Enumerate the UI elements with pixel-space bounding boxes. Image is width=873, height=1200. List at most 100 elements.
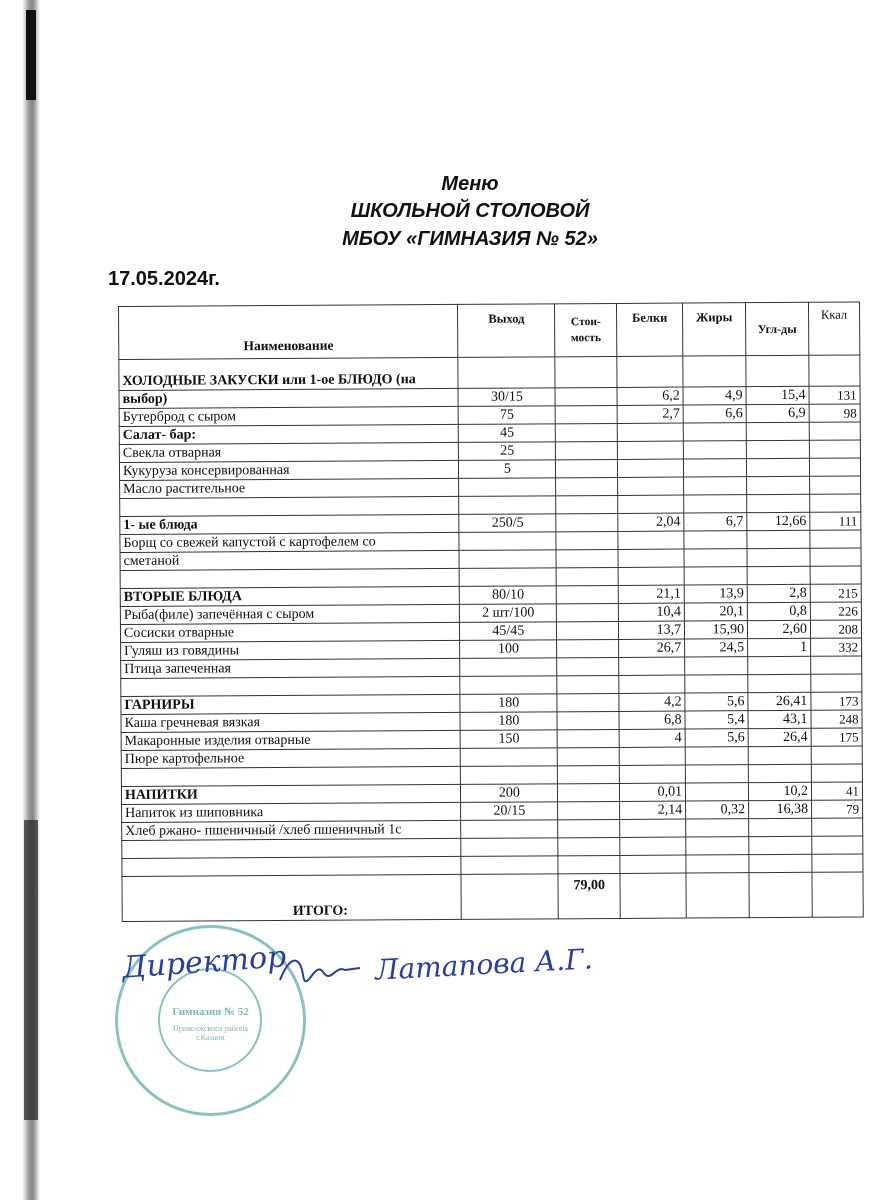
- scan-edge-artifact: [26, 10, 36, 100]
- cost-cell: [557, 729, 620, 748]
- fat-cell: [684, 566, 748, 586]
- kcal-cell: 208: [810, 619, 862, 639]
- kcal-cell: [811, 763, 863, 783]
- dish-name: [120, 568, 460, 589]
- total-label: ИТОГО:: [121, 874, 462, 922]
- fat-cell: [683, 440, 747, 460]
- dish-name: Хлеб ржано- пшеничный /хлеб пшеничный 1с: [121, 820, 462, 841]
- carbs-cell: [747, 548, 811, 567]
- yield-cell: [461, 837, 559, 857]
- kcal-cell: 332: [810, 637, 862, 657]
- carbs-cell: 26,41: [747, 692, 811, 711]
- total-row: ИТОГО: 79,00: [121, 871, 864, 922]
- table-cell: [811, 871, 864, 918]
- yield-cell: 80/10: [459, 585, 557, 605]
- cost-cell: [557, 765, 620, 784]
- kcal-cell: 131: [808, 385, 861, 405]
- fat-cell: 24,5: [684, 638, 748, 658]
- fat-cell: [685, 764, 749, 784]
- carbs-cell: [746, 476, 810, 495]
- cost-cell: [555, 495, 618, 514]
- carbs-cell: 15,4: [746, 386, 810, 405]
- carbs-cell: [746, 422, 810, 441]
- protein-cell: 0,01: [619, 783, 686, 802]
- kcal-cell: [811, 745, 863, 765]
- column-header: Белки: [616, 303, 683, 357]
- cost-cell: [557, 675, 620, 694]
- kcal-cell: [809, 439, 861, 459]
- carbs-cell: 16,38: [748, 800, 812, 819]
- carbs-cell: 2,8: [747, 584, 811, 603]
- yield-cell: 100: [459, 639, 557, 659]
- fat-cell: [683, 458, 747, 478]
- protein-cell: [618, 531, 685, 550]
- fat-cell: [683, 422, 747, 442]
- yield-cell: 45/45: [459, 621, 557, 641]
- yield-cell: 5: [458, 459, 556, 479]
- protein-cell: [617, 423, 684, 442]
- cost-cell: [556, 621, 619, 640]
- title-line-3: МБОУ «ГИМНАЗИЯ № 52»: [342, 228, 598, 250]
- fat-cell: 4,9: [683, 386, 747, 406]
- table-cell: [461, 873, 559, 920]
- table-header: Наименование Выход Стои-мость Белки Жиры…: [118, 301, 860, 360]
- fat-cell: 0,32: [685, 800, 749, 820]
- fat-cell: 20,1: [684, 602, 748, 622]
- protein-cell: [619, 837, 686, 856]
- dish-name: Рыба(филе) запечённая с сыром: [120, 604, 460, 625]
- fat-cell: 5,6: [685, 728, 749, 748]
- fat-cell: [684, 656, 748, 676]
- stamp-district: Приволжского района г.Казани: [173, 1024, 248, 1042]
- carbs-cell: 6,9: [746, 404, 810, 423]
- fat-cell: 13,9: [684, 584, 748, 604]
- yield-cell: [459, 495, 557, 515]
- cost-cell: [557, 711, 620, 730]
- title-line-1: Меню: [441, 173, 499, 195]
- cost-cell: [557, 819, 620, 838]
- yield-cell: 2 шт/100: [459, 603, 557, 623]
- kcal-cell: [810, 655, 862, 675]
- kcal-cell: 98: [809, 403, 861, 423]
- kcal-cell: 79: [811, 799, 863, 819]
- cost-cell: [556, 567, 619, 586]
- cost-cell: [555, 459, 618, 478]
- dish-name: Макаронные изделия отварные: [121, 730, 461, 751]
- yield-cell: [459, 549, 557, 569]
- table-cell: [620, 873, 687, 919]
- yield-cell: 180: [460, 693, 558, 713]
- carbs-cell: 12,66: [746, 512, 810, 531]
- kcal-cell: [809, 493, 861, 513]
- yield-cell: 75: [458, 405, 556, 425]
- carbs-cell: [747, 566, 811, 585]
- fat-cell: [685, 782, 749, 802]
- cost-cell: [556, 657, 619, 676]
- carbs-cell: 2,60: [747, 620, 811, 639]
- kcal-cell: [808, 354, 861, 387]
- protein-cell: [619, 819, 686, 838]
- dish-name: 1- ые блюда: [119, 514, 460, 535]
- carbs-cell: 1: [747, 638, 811, 657]
- column-header: Ккал: [808, 301, 860, 356]
- total-cost: 79,00: [558, 873, 621, 919]
- kcal-cell: 175: [811, 727, 863, 747]
- protein-cell: 10,4: [618, 603, 685, 622]
- cost-cell: [558, 837, 621, 856]
- kcal-cell: [811, 853, 863, 873]
- yield-cell: 30/15: [458, 387, 556, 407]
- protein-cell: [618, 549, 685, 568]
- protein-cell: [620, 855, 687, 874]
- carbs-cell: [746, 494, 810, 513]
- yield-cell: [458, 477, 556, 497]
- dish-name: Бутерброд с сыром: [119, 406, 459, 427]
- cost-cell: [555, 423, 618, 442]
- carbs-cell: [746, 530, 810, 549]
- yield-cell: [460, 765, 558, 785]
- fat-cell: [683, 494, 747, 514]
- column-header: Угл-ды: [745, 302, 809, 356]
- dish-name: ХОЛОДНЫЕ ЗАКУСКИ или 1-ое БЛЮДО (на: [118, 357, 459, 391]
- kcal-cell: 173: [810, 691, 862, 711]
- yield-cell: [461, 819, 559, 839]
- table-cell: [686, 872, 750, 919]
- carbs-cell: 43,1: [748, 710, 812, 729]
- dish-name: ВТОРЫЕ БЛЮДА: [120, 586, 460, 607]
